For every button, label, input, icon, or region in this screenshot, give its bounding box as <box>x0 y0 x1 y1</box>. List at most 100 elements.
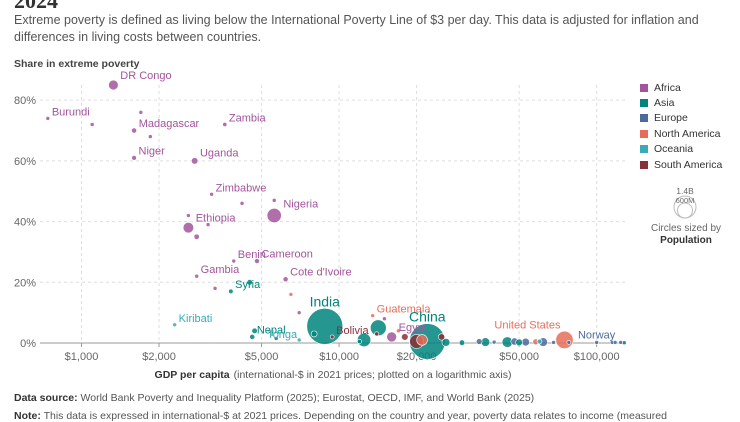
point-label: Guatemala <box>377 304 432 316</box>
point-unlabeled[interactable] <box>438 333 446 341</box>
point-unlabeled[interactable] <box>370 319 387 337</box>
point-unlabeled[interactable] <box>310 330 318 338</box>
grid-lines <box>40 85 626 344</box>
legend-label: Oceania <box>654 143 694 156</box>
size-key-max-label: 1.4B <box>676 186 694 196</box>
point-unlabeled[interactable] <box>441 338 451 347</box>
point-unlabeled[interactable] <box>382 316 387 322</box>
point-unlabeled[interactable] <box>618 340 624 345</box>
point-unlabeled[interactable] <box>193 233 200 240</box>
point-madagascar[interactable] <box>131 127 137 134</box>
point-nepal[interactable] <box>249 334 256 340</box>
point-cameroon[interactable] <box>254 258 260 264</box>
legend-item-north-america[interactable]: North America <box>640 126 722 141</box>
point-label: Kiribati <box>179 313 213 325</box>
legend-item-oceania[interactable]: Oceania <box>640 142 722 157</box>
point-syria[interactable] <box>228 288 234 294</box>
point-unlabeled[interactable] <box>374 331 380 337</box>
x-axis-title-bold: GDP per capita <box>155 369 230 381</box>
point-unlabeled[interactable] <box>515 338 523 347</box>
point-unlabeled[interactable] <box>273 336 279 341</box>
size-key-note: Circles sized by Population <box>638 223 734 247</box>
point-label: Egypt <box>399 322 427 334</box>
x-tick-label: $5,000 <box>245 351 279 363</box>
point-unlabeled[interactable] <box>138 110 144 115</box>
x-axis-title: GDP per capita (international-$ in 2021 p… <box>155 369 512 381</box>
point-cote-d-ivoire[interactable] <box>282 276 289 283</box>
point-unlabeled[interactable] <box>612 340 618 345</box>
point-united-states[interactable] <box>555 330 574 349</box>
point-label: Bolivia <box>336 325 369 337</box>
point-ethiopia[interactable] <box>182 222 195 234</box>
point-nigeria[interactable] <box>266 208 282 223</box>
legend-item-asia[interactable]: Asia <box>640 95 722 110</box>
point-egypt[interactable] <box>386 331 397 343</box>
legend-item-south-america[interactable]: South America <box>640 157 722 172</box>
point-unlabeled[interactable] <box>551 340 556 345</box>
data-source-label: Data source: <box>14 392 78 404</box>
point-label: Tonga <box>267 329 298 341</box>
point-unlabeled[interactable] <box>357 339 362 344</box>
point-bolivia[interactable] <box>329 334 335 340</box>
point-uganda[interactable] <box>191 157 199 165</box>
point-unlabeled[interactable] <box>89 122 95 127</box>
y-tick-label: 80% <box>14 95 36 107</box>
point-label: DR Congo <box>120 70 171 82</box>
point-kiribati[interactable] <box>172 322 177 328</box>
legend-label: Africa <box>654 81 681 94</box>
point-benin[interactable] <box>231 258 237 264</box>
point-unlabeled[interactable] <box>536 338 543 345</box>
legend-label: North America <box>654 127 721 140</box>
legend-item-africa[interactable]: Africa <box>640 80 722 95</box>
point-unlabeled[interactable] <box>148 134 153 139</box>
x-tick-label: $100,000 <box>574 351 620 363</box>
chart-subtitle: Extreme poverty is defined as living bel… <box>14 13 699 44</box>
legend-label: South America <box>654 158 723 171</box>
point-unlabeled[interactable] <box>212 286 218 291</box>
legend-item-europe[interactable]: Europe <box>640 111 722 126</box>
point-unlabeled[interactable] <box>566 340 572 345</box>
point-unlabeled[interactable] <box>246 279 253 286</box>
point-unlabeled[interactable] <box>416 334 428 346</box>
size-key-note-text: Circles sized by <box>650 223 722 234</box>
data-note: Note: This data is expressed in internat… <box>14 410 667 422</box>
data-note-text: This data is expressed in international-… <box>43 410 667 422</box>
point-unlabeled[interactable] <box>251 327 258 334</box>
point-unlabeled[interactable] <box>458 339 466 346</box>
point-unlabeled[interactable] <box>475 338 483 345</box>
point-labels: DR Congo Burundi Madagascar Zambia Niger Ugan… <box>52 70 616 341</box>
point-label: Nigeria <box>283 198 319 210</box>
point-zimbabwe[interactable] <box>209 191 214 197</box>
point-label: Zambia <box>229 112 267 124</box>
y-tick-label: 40% <box>14 217 36 229</box>
y-tick-label: 0% <box>20 338 36 350</box>
point-unlabeled[interactable] <box>186 213 191 218</box>
point-unlabeled[interactable] <box>491 339 497 345</box>
size-key-mid-circle <box>677 202 693 219</box>
point-niger[interactable] <box>131 155 137 161</box>
point-unlabeled[interactable] <box>594 340 599 345</box>
point-unlabeled[interactable] <box>271 198 277 203</box>
point-zambia[interactable] <box>222 122 228 127</box>
point-unlabeled[interactable] <box>288 292 294 297</box>
point-burundi[interactable] <box>45 116 51 121</box>
point-label: Nepal <box>257 324 286 336</box>
point-dr-congo[interactable] <box>108 79 119 91</box>
point-tonga[interactable] <box>296 337 302 343</box>
point-unlabeled[interactable] <box>296 310 302 315</box>
y-axis-title: Share in extreme poverty <box>14 58 140 70</box>
point-unlabeled[interactable] <box>396 328 401 334</box>
point-label: Cameroon <box>261 249 312 261</box>
point-guatemala[interactable] <box>370 313 375 319</box>
point-label: United States <box>494 319 561 331</box>
point-unlabeled[interactable] <box>521 337 530 347</box>
y-tick-label: 20% <box>14 277 36 289</box>
point-unlabeled[interactable] <box>205 222 211 227</box>
point-unlabeled[interactable] <box>239 201 245 206</box>
legend-swatch-europe <box>640 114 648 123</box>
size-key-note-bold: Population <box>660 235 712 246</box>
legend-swatch-asia <box>640 99 648 108</box>
point-unlabeled[interactable] <box>401 333 409 341</box>
point-gambia[interactable] <box>194 273 199 279</box>
